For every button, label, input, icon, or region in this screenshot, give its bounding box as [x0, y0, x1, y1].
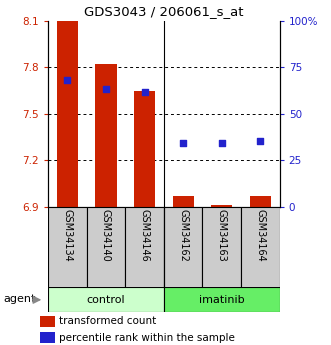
Text: percentile rank within the sample: percentile rank within the sample — [59, 333, 234, 343]
Point — [142, 90, 147, 95]
Point — [103, 86, 109, 91]
Bar — [40, 332, 55, 343]
Text: GSM34164: GSM34164 — [256, 209, 265, 262]
Point — [219, 140, 224, 146]
Text: control: control — [87, 295, 125, 305]
Bar — [211, 206, 232, 207]
Bar — [87, 207, 125, 288]
Bar — [95, 64, 117, 207]
Text: GSM34162: GSM34162 — [178, 209, 188, 262]
Bar — [57, 21, 78, 207]
Point — [180, 140, 186, 146]
Bar — [203, 207, 241, 288]
Title: GDS3043 / 206061_s_at: GDS3043 / 206061_s_at — [84, 5, 244, 18]
Text: imatinib: imatinib — [199, 295, 245, 305]
Bar — [48, 207, 87, 288]
Bar — [164, 287, 280, 312]
Text: agent: agent — [4, 294, 36, 304]
Point — [65, 78, 70, 83]
Text: GSM34134: GSM34134 — [62, 209, 72, 262]
Bar — [48, 287, 164, 312]
Text: GSM34163: GSM34163 — [217, 209, 227, 262]
Bar — [164, 207, 203, 288]
Bar — [40, 315, 55, 327]
Bar — [134, 91, 155, 207]
Bar — [125, 207, 164, 288]
Text: GSM34140: GSM34140 — [101, 209, 111, 262]
Point — [258, 138, 263, 144]
Text: GSM34146: GSM34146 — [140, 209, 150, 262]
Text: transformed count: transformed count — [59, 316, 156, 326]
Bar — [172, 196, 194, 207]
Bar — [250, 196, 271, 207]
Bar — [241, 207, 280, 288]
